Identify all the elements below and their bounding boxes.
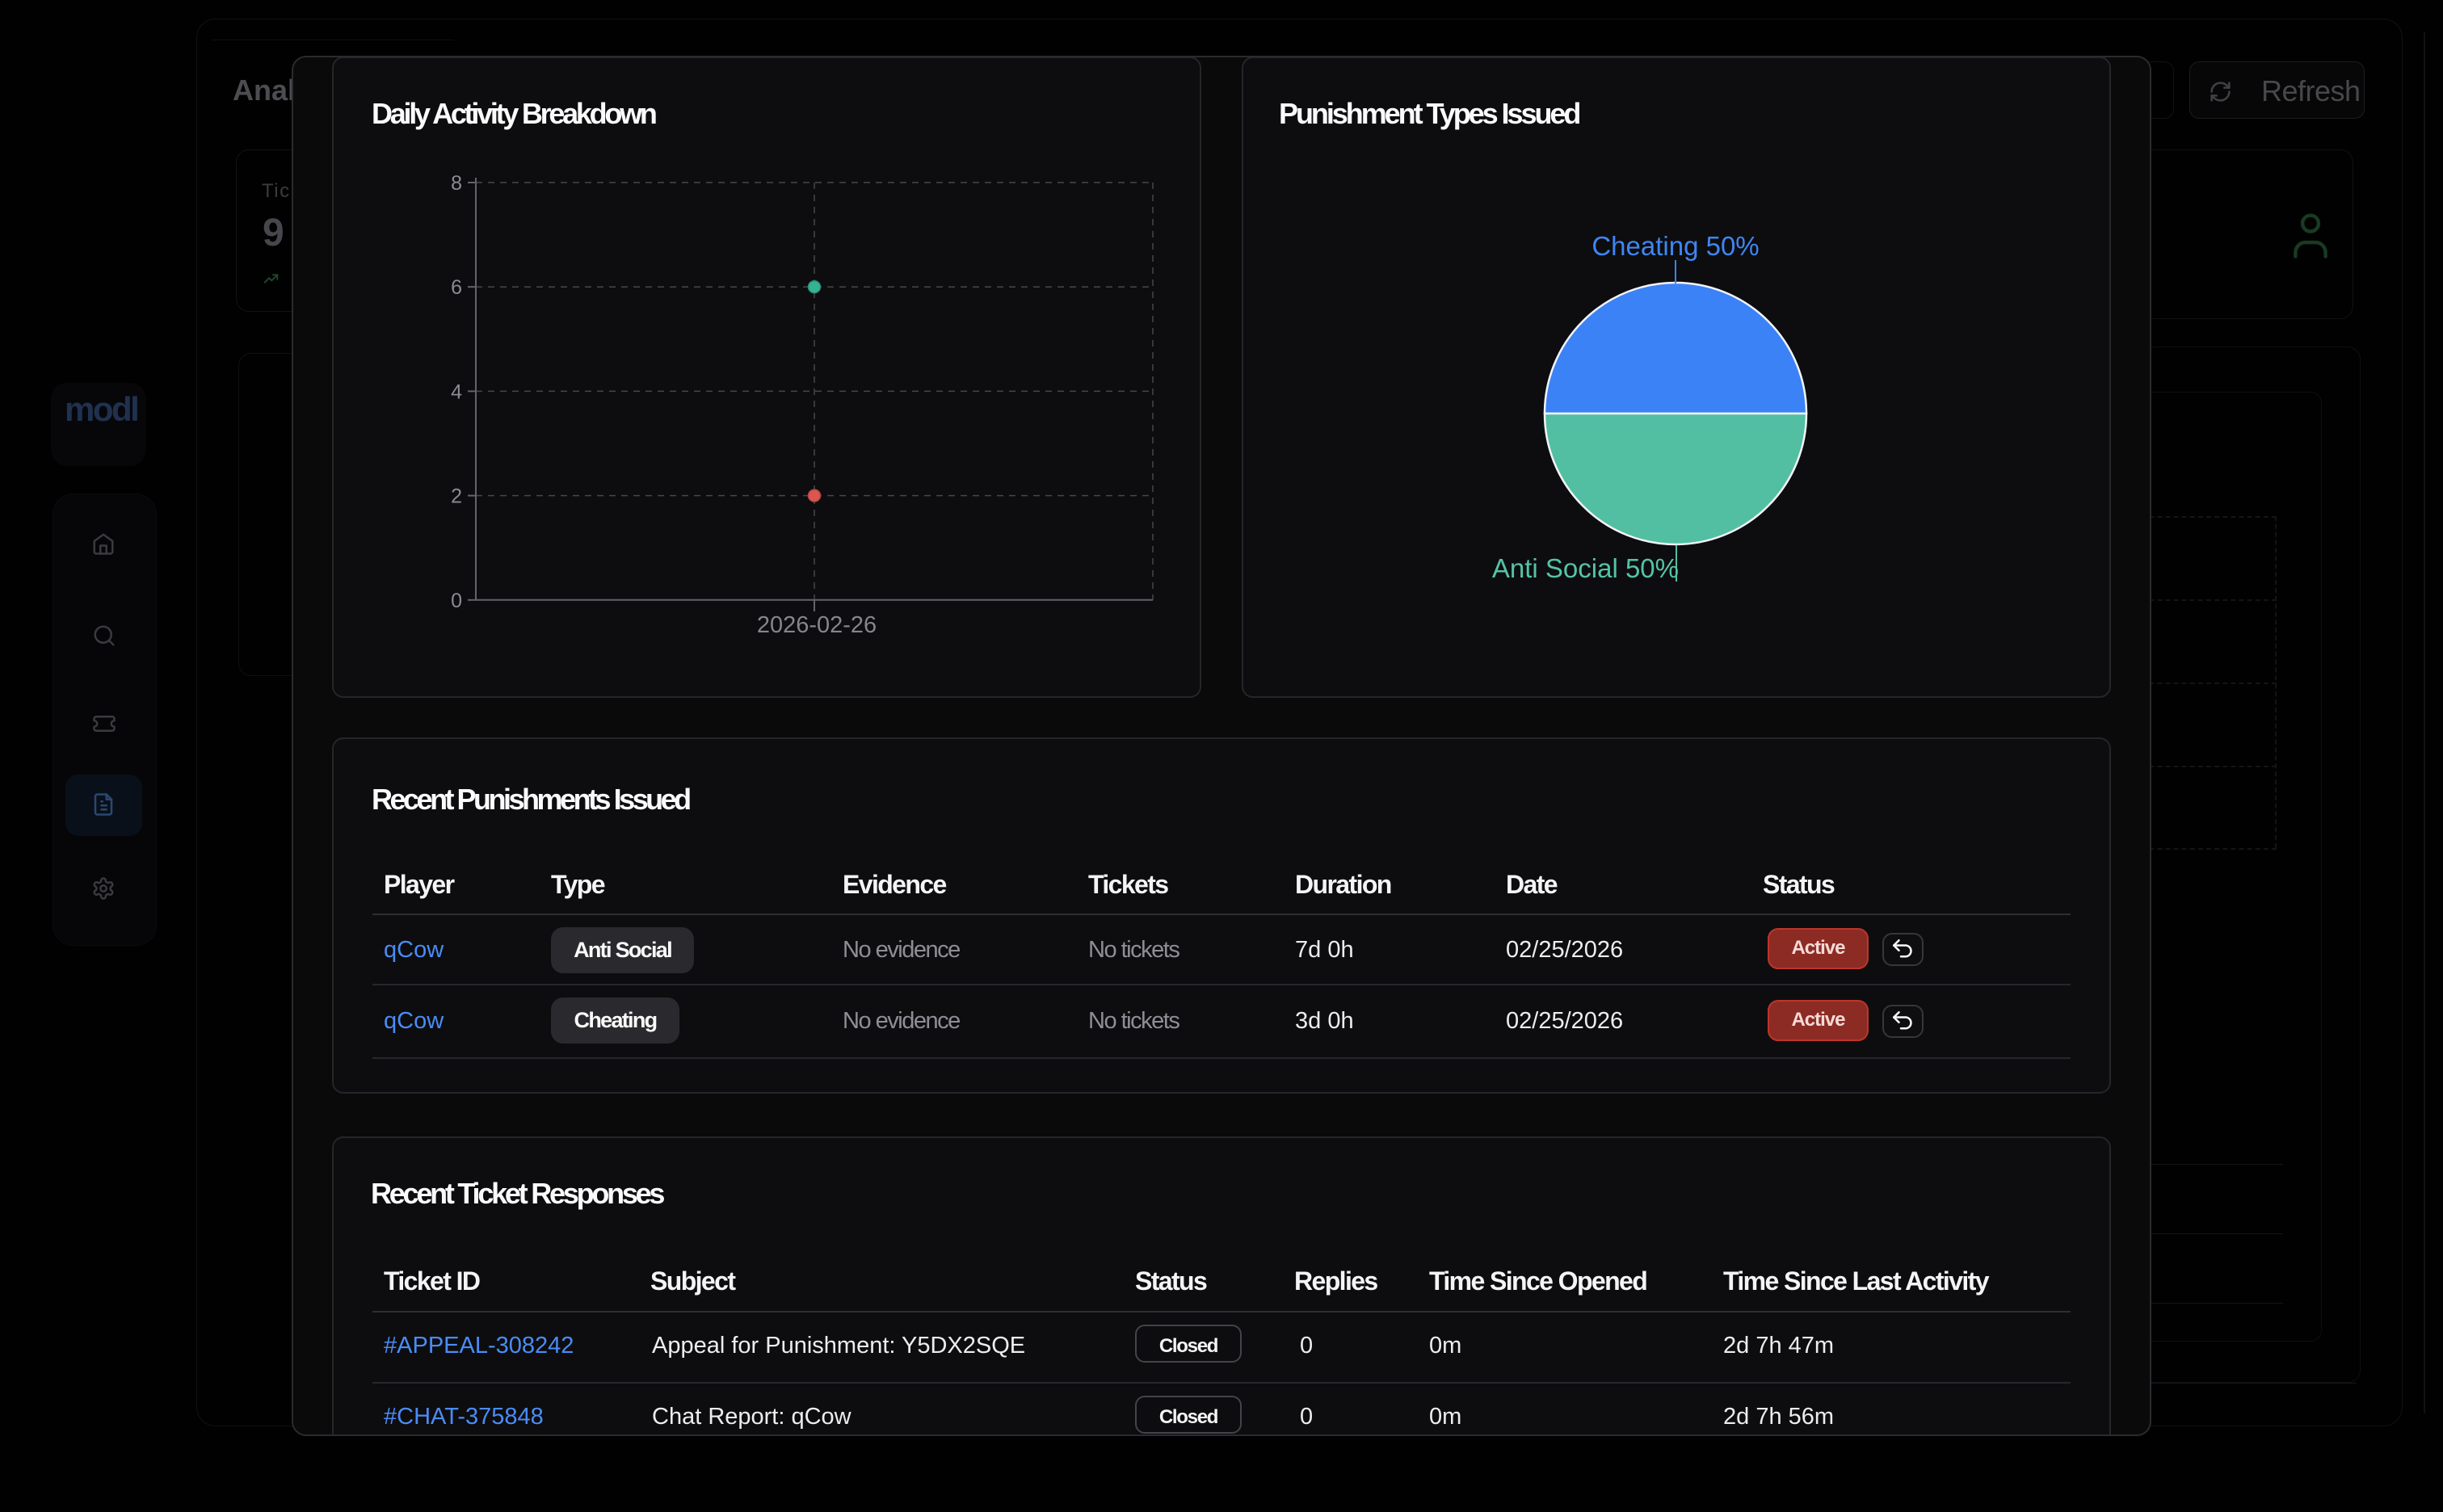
svg-text:8: 8 (451, 172, 462, 195)
svg-text:4: 4 (451, 380, 462, 403)
svg-text:0: 0 (451, 590, 462, 612)
svg-text:6: 6 (451, 276, 462, 299)
svg-text:Anti Social 50%: Anti Social 50% (1492, 553, 1679, 583)
svg-text:2026-02-26: 2026-02-26 (757, 612, 877, 638)
svg-text:2: 2 (451, 485, 462, 508)
svg-text:Cheating 50%: Cheating 50% (1592, 231, 1759, 261)
